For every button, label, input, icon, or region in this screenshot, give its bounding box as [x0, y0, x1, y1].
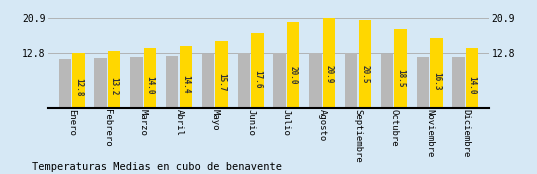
Bar: [309, 53, 322, 108]
Bar: [166, 56, 178, 108]
Bar: [59, 59, 71, 108]
Text: 15.7: 15.7: [217, 73, 226, 92]
Bar: [273, 53, 286, 108]
Text: 14.4: 14.4: [182, 75, 190, 94]
Bar: [108, 52, 120, 108]
Text: 13.2: 13.2: [110, 77, 119, 96]
Bar: [381, 54, 393, 108]
Bar: [179, 46, 192, 108]
Bar: [359, 20, 371, 108]
Bar: [237, 53, 250, 108]
Text: 12.8: 12.8: [74, 78, 83, 96]
Bar: [430, 38, 442, 108]
Bar: [287, 22, 300, 108]
Text: 18.5: 18.5: [396, 69, 405, 87]
Text: 17.6: 17.6: [253, 70, 262, 89]
Bar: [417, 57, 429, 108]
Text: Temperaturas Medias en cubo de benavente: Temperaturas Medias en cubo de benavente: [32, 162, 282, 172]
Bar: [394, 29, 407, 108]
Bar: [215, 41, 228, 108]
Bar: [323, 18, 335, 108]
Text: 16.3: 16.3: [432, 72, 441, 91]
Bar: [130, 57, 143, 108]
Text: 20.5: 20.5: [360, 65, 369, 84]
Bar: [466, 48, 478, 108]
Text: 20.0: 20.0: [289, 66, 297, 85]
Bar: [345, 53, 358, 108]
Bar: [95, 58, 107, 108]
Text: 14.0: 14.0: [468, 76, 477, 94]
Bar: [144, 48, 156, 108]
Bar: [202, 54, 214, 108]
Text: 14.0: 14.0: [146, 76, 155, 94]
Text: 20.9: 20.9: [324, 65, 333, 83]
Bar: [251, 33, 264, 108]
Bar: [452, 57, 465, 108]
Bar: [72, 53, 85, 108]
